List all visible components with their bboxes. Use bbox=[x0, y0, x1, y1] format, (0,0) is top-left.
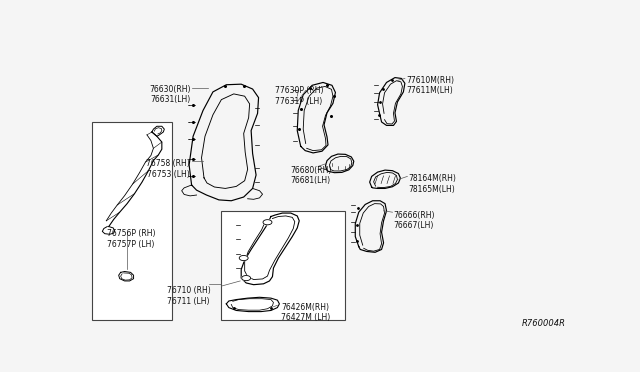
FancyBboxPatch shape bbox=[221, 211, 346, 320]
Circle shape bbox=[242, 276, 251, 280]
Text: 76710 (RH)
76711 (LH): 76710 (RH) 76711 (LH) bbox=[167, 286, 211, 305]
Circle shape bbox=[263, 219, 272, 225]
Text: 76426M(RH)
76427M (LH): 76426M(RH) 76427M (LH) bbox=[281, 303, 330, 323]
Text: 76756P (RH)
76757P (LH): 76756P (RH) 76757P (LH) bbox=[108, 230, 156, 249]
Text: 76630(RH)
76631(LH): 76630(RH) 76631(LH) bbox=[149, 85, 191, 104]
Text: 78164M(RH)
78165M(LH): 78164M(RH) 78165M(LH) bbox=[408, 174, 456, 193]
Text: 76680(RH)
76681(LH): 76680(RH) 76681(LH) bbox=[291, 166, 332, 185]
Text: 76758 (RH)
76753 (LH): 76758 (RH) 76753 (LH) bbox=[147, 159, 190, 179]
FancyBboxPatch shape bbox=[92, 122, 172, 320]
Circle shape bbox=[239, 256, 248, 261]
Text: 77610M(RH)
77611M(LH): 77610M(RH) 77611M(LH) bbox=[406, 76, 454, 95]
Text: 77630P (RH)
77631P (LH): 77630P (RH) 77631P (LH) bbox=[275, 86, 323, 106]
Text: R760004R: R760004R bbox=[522, 319, 566, 328]
Text: 76666(RH)
76667(LH): 76666(RH) 76667(LH) bbox=[394, 211, 435, 230]
